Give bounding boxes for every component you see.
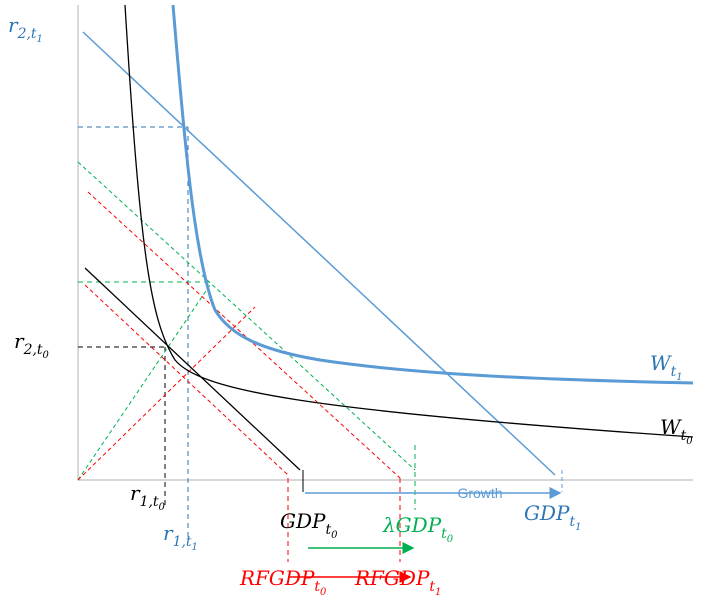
axis-label: r1,t1 [163, 521, 198, 553]
axis-label: Wt0 [660, 415, 693, 447]
label-sub: t [441, 526, 447, 542]
label-sub: t [325, 522, 331, 538]
label-subsub: 0 [159, 502, 166, 513]
axis-label: GDPt1 [524, 501, 581, 533]
axis-label: r2,t1 [8, 13, 43, 45]
label-base: RFGDP [239, 566, 315, 590]
axis-label: r2,t0 [14, 329, 50, 361]
label-base: λGDP [382, 513, 442, 537]
label-base: GDP [524, 501, 570, 525]
label-base: r [14, 329, 25, 353]
label-base: r [8, 13, 19, 37]
label-subsub: 0 [320, 587, 327, 598]
label-base: r [130, 481, 141, 505]
axes [77, 5, 693, 481]
arrows [290, 487, 562, 583]
label-subsub: 1 [575, 522, 581, 533]
guide-lines [77, 126, 563, 562]
label-subsub: 1 [192, 542, 198, 553]
label-sub: 1,t [173, 534, 192, 550]
label-sub: t [681, 428, 687, 444]
axis-label: GDPt0 [280, 509, 338, 541]
label-base: RFGDP [354, 566, 430, 590]
label-sub: 2,t [23, 342, 43, 358]
label-sub: t [671, 364, 677, 380]
label-sub: t [569, 514, 575, 530]
label-sub: t [314, 579, 320, 595]
label-subsub: 1 [435, 587, 441, 598]
curves [82, 4, 694, 476]
label-base: GDP [280, 509, 326, 533]
label-sub: 2,t [17, 26, 37, 42]
axis-label: λGDPt0 [382, 513, 454, 545]
axis-label: r1,t0 [130, 481, 166, 513]
label-sub: 1,t [140, 494, 159, 510]
label-subsub: 0 [686, 436, 693, 447]
label-base: W [650, 351, 672, 375]
label-subsub: 0 [43, 350, 50, 361]
label-base: r [163, 521, 174, 545]
label-subsub: 0 [331, 530, 338, 541]
axis-label: Wt1 [650, 351, 683, 383]
growth-label: Growth [457, 485, 502, 501]
label-subsub: 1 [676, 372, 682, 383]
label-base: W [660, 415, 682, 439]
label-subsub: 0 [447, 534, 454, 545]
axis-label: RFGDPt0 [239, 566, 327, 598]
label-subsub: 1 [37, 34, 43, 45]
axis-label: RFGDPt1 [354, 566, 441, 598]
label-sub: t [429, 579, 435, 595]
